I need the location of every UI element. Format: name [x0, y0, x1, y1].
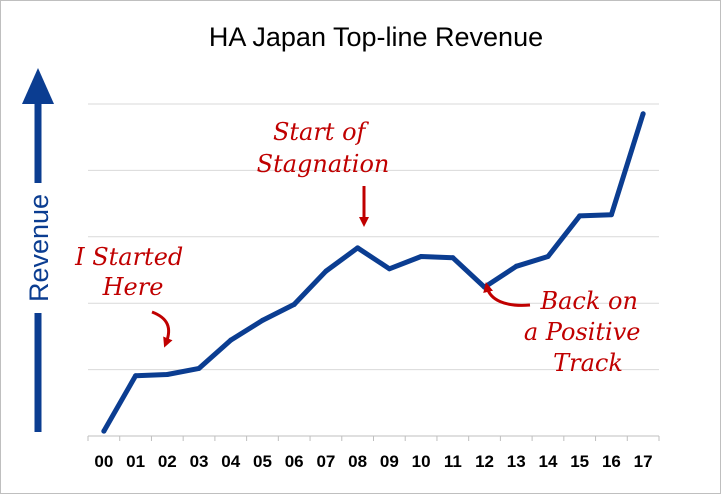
x-tick-label: 03	[190, 452, 209, 471]
annotation-started-line-1: I Started	[74, 243, 183, 271]
data-point	[259, 317, 265, 323]
data-point	[545, 253, 551, 259]
series-layer	[101, 111, 646, 434]
x-tick-labels: 00 01 02 03 04 05 06 07 08 09 10 11 12 13 14 15 16 17	[94, 452, 652, 471]
data-point	[323, 268, 329, 274]
data-point	[577, 213, 583, 219]
gridlines	[88, 103, 659, 371]
x-tick-label: 16	[602, 452, 621, 471]
data-point	[228, 337, 234, 343]
x-tick-label: 02	[158, 452, 177, 471]
annotation-started: I Started Here	[74, 243, 191, 301]
x-tick-label: 00	[94, 452, 113, 471]
chart-title: HA Japan Top-line Revenue	[209, 22, 543, 52]
x-tick-label: 11	[444, 452, 462, 471]
y-axis-label: Revenue	[24, 194, 54, 302]
x-tick-label: 12	[475, 452, 494, 471]
annotation-arrow-positive	[483, 282, 531, 307]
series-line	[101, 111, 646, 434]
annotation-positive: Back on a Positive Track	[524, 287, 648, 377]
data-point	[101, 428, 107, 434]
annotation-stagnation: Start of Stagnation	[257, 118, 390, 178]
x-tick-label: 05	[253, 452, 272, 471]
annotation-positive-line-3: Track	[553, 349, 623, 377]
x-tick-label: 10	[412, 452, 431, 471]
x-tick-label: 08	[348, 452, 367, 471]
data-point	[133, 373, 139, 379]
data-point	[291, 301, 297, 307]
data-point	[513, 263, 519, 269]
x-tick-label: 07	[316, 452, 335, 471]
x-tick-label: 09	[380, 452, 399, 471]
data-point	[196, 365, 202, 371]
data-point	[450, 255, 456, 261]
x-tick-label: 13	[507, 452, 526, 471]
x-tick-label: 06	[285, 452, 304, 471]
data-point	[164, 372, 170, 378]
annotation-started-line-2: Here	[102, 273, 164, 301]
x-tick-label: 15	[570, 452, 589, 471]
data-point	[640, 111, 646, 117]
annotation-positive-line-1: Back on	[539, 287, 637, 315]
x-tick-label: 01	[126, 452, 145, 471]
annotation-arrow-started	[151, 310, 173, 348]
x-axis	[87, 435, 660, 441]
annotation-stagnation-line-2: Stagnation	[257, 150, 390, 178]
y-axis-arrow	[22, 68, 54, 432]
x-tick-label: 17	[634, 452, 653, 471]
annotation-stagnation-line-1: Start of	[273, 118, 370, 146]
x-tick-label: 14	[539, 452, 558, 471]
data-point	[355, 245, 361, 251]
x-tick-label: 04	[221, 452, 240, 471]
annotation-positive-line-2: a Positive	[524, 318, 641, 346]
data-point	[418, 253, 424, 259]
data-point	[608, 212, 614, 218]
data-point	[386, 266, 392, 272]
